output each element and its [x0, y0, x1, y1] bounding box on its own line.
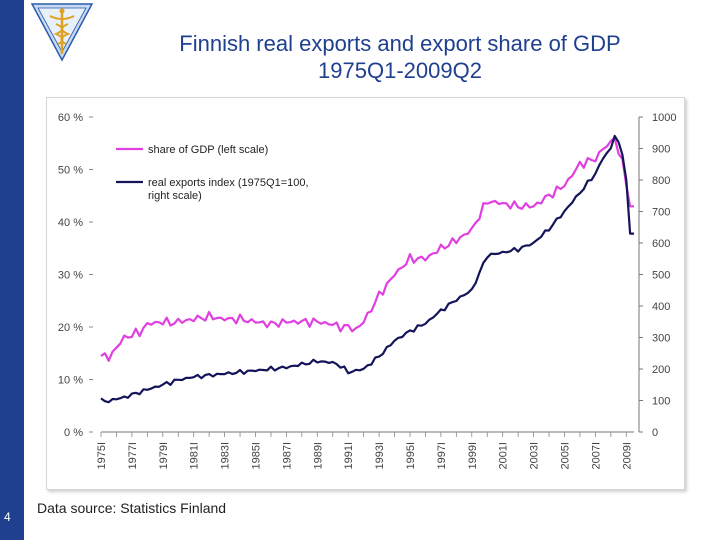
right-tick-label: 500: [652, 270, 670, 282]
right-tick-label: 400: [652, 301, 670, 313]
right-tick-label: 700: [652, 207, 670, 219]
left-tick-label: 20 %: [58, 322, 83, 334]
line-chart: 0 % 10 % 20 % 30 % 40 % 50 % 60 % 0 100 200 300 40…: [58, 112, 677, 470]
right-tick-label: 1000: [652, 112, 676, 124]
right-tick-label: 900: [652, 144, 670, 156]
left-tick-label: 0 %: [64, 427, 83, 439]
x-tick-label: 1981I: [189, 442, 201, 470]
right-tick-label: 300: [652, 333, 670, 345]
x-tick-label: 2005I: [559, 442, 571, 470]
title-line-2: 1975Q1-2009Q2: [318, 58, 482, 83]
data-source-note: Data source: Statistics Finland: [37, 500, 227, 516]
left-tick-label: 50 %: [58, 165, 83, 177]
legend-label-exports-line2: right scale): [148, 190, 202, 202]
x-axis: 1975I 1977I 1979I 1981I 1983I 1985I 1987I 1989I…: [96, 431, 634, 470]
slide-sidebar: [0, 0, 24, 540]
x-tick-label: 1987I: [281, 442, 293, 470]
x-tick-label: 1991I: [343, 442, 355, 470]
series-line-real-exports: [100, 134, 634, 404]
legend-label-share: share of GDP (left scale): [148, 144, 268, 156]
x-tick-label: 1999I: [467, 442, 479, 470]
x-tick-label: 1997I: [436, 442, 448, 470]
x-tick-label: 1989I: [312, 442, 324, 470]
right-tick-label: 600: [652, 238, 670, 250]
x-tick-label: 2007I: [590, 442, 602, 470]
legend-label-exports-line1: real exports index (1975Q1=100,: [148, 177, 309, 189]
left-tick-label: 30 %: [58, 270, 83, 282]
x-tick-label: 1985I: [250, 442, 262, 470]
right-tick-label: 800: [652, 175, 670, 187]
x-tick-label: 2001I: [498, 442, 510, 470]
left-tick-label: 40 %: [58, 217, 83, 229]
right-axis: 0 100 200 300 400 500 600 700 800 900 1000: [638, 112, 676, 439]
x-tick-label: 2009I: [621, 442, 633, 470]
x-tick-label: 1995I: [405, 442, 417, 470]
right-tick-label: 100: [652, 396, 670, 408]
title-line-1: Finnish real exports and export share of…: [179, 31, 621, 56]
series-layer: [100, 134, 634, 404]
left-tick-label: 60 %: [58, 112, 83, 124]
x-tick-label: 1977I: [127, 442, 139, 470]
series-line-share-of-gdp: [100, 136, 634, 362]
slide-number: 4: [4, 510, 11, 524]
x-tick-label: 1975I: [96, 442, 108, 470]
right-tick-label: 0: [652, 427, 658, 439]
x-tick-label: 1979I: [158, 442, 170, 470]
x-tick-label: 1983I: [220, 442, 232, 470]
chart-title: Finnish real exports and export share of…: [100, 30, 700, 84]
x-tick-label: 2003I: [529, 442, 541, 470]
right-tick-label: 200: [652, 364, 670, 376]
left-tick-label: 10 %: [58, 375, 83, 387]
x-tick-label: 1993I: [374, 442, 386, 470]
left-axis: 0 % 10 % 20 % 30 % 40 % 50 % 60 %: [58, 112, 93, 439]
caduceus-icon: [30, 3, 94, 62]
legend: share of GDP (left scale) real exports in…: [116, 144, 309, 202]
